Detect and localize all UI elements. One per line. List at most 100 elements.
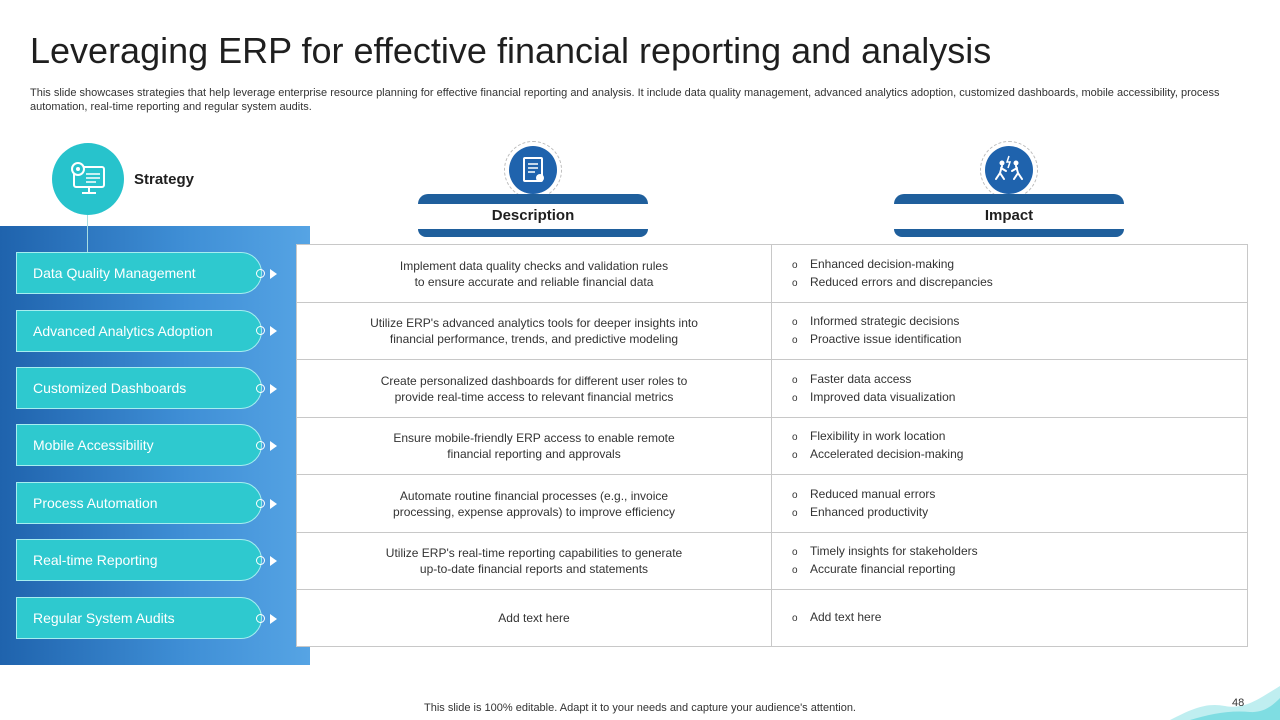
connector-dot	[256, 384, 265, 393]
bullet: o	[792, 450, 798, 461]
description-cell: Automate routine financial processes (e.…	[297, 475, 772, 532]
impact-item: o Improved data visualization	[792, 389, 1247, 407]
strategy-pill: Real-time Reporting	[16, 539, 262, 581]
arrow-right-icon	[270, 326, 277, 336]
strategy-label: Regular System Audits	[33, 610, 175, 626]
impact-cell: o Timely insights for stakeholders o Accur…	[772, 533, 1247, 589]
strategy-pill: Process Automation	[16, 482, 262, 524]
strategy-label: Data Quality Management	[33, 265, 196, 281]
bullet: o	[792, 335, 798, 346]
description-line: Ensure mobile-friendly ERP access to ena…	[393, 431, 675, 445]
connector-dot	[256, 269, 265, 278]
impact-item: o Proactive issue identification	[792, 331, 1247, 349]
impact-item: o Add text here	[792, 609, 1247, 627]
impact-item: o Accurate financial reporting	[792, 561, 1247, 579]
bullet: o	[792, 613, 798, 624]
description-cell: Implement data quality checks and valida…	[297, 245, 772, 302]
arrow-right-icon	[270, 384, 277, 394]
impact-cell: o Flexibility in work location o Accelerat…	[772, 418, 1247, 474]
arrow-right-icon	[270, 499, 277, 509]
connector-dot	[256, 441, 265, 450]
description-cell: Ensure mobile-friendly ERP access to ena…	[297, 418, 772, 474]
strategy-pill: Data Quality Management	[16, 252, 262, 294]
impact-item: o Informed strategic decisions	[792, 313, 1247, 331]
description-cell: Utilize ERP's real-time reporting capabi…	[297, 533, 772, 589]
bullet: o	[792, 392, 798, 404]
impact-header-label: Impact	[984, 207, 1034, 224]
impact-item: o Timely insights for stakeholders	[792, 543, 1247, 561]
description-icon-badge	[504, 141, 562, 199]
impact-cell: o Informed strategic decisions o Proactive…	[772, 303, 1247, 359]
strategy-label: Mobile Accessibility	[33, 437, 154, 453]
strategy-label: Customized Dashboards	[33, 380, 187, 396]
decorative-wave	[1170, 686, 1280, 720]
people-walking-icon	[985, 146, 1033, 194]
arrow-right-icon	[270, 614, 277, 624]
bullet: o	[792, 547, 798, 558]
arrow-right-icon	[270, 269, 277, 279]
impact-item: o Faster data access	[792, 371, 1247, 389]
connector-dot	[256, 499, 265, 508]
strategy-pill: Regular System Audits	[16, 597, 262, 639]
description-line: provide real-time access to relevant fin…	[394, 389, 674, 404]
table-row: Automate routine financial processes (e.…	[297, 475, 1247, 533]
impact-item: o Accelerated decision-making	[792, 446, 1247, 464]
impact-item: o Flexibility in work location	[792, 428, 1247, 446]
description-cell: Create personalized dashboards for diffe…	[297, 360, 772, 417]
table-row: Implement data quality checks and valida…	[297, 245, 1247, 303]
table-row: Add text here o Add text here	[297, 590, 1247, 646]
impact-cell: o Faster data access o Improved data visua…	[772, 360, 1247, 417]
arrow-right-icon	[270, 441, 277, 451]
impact-item: o Reduced errors and discrepancies	[792, 274, 1247, 292]
description-line: Utilize ERP's real-time reporting capabi…	[385, 546, 683, 560]
connector-dot	[256, 614, 265, 623]
description-cell: Utilize ERP's advanced analytics tools f…	[297, 303, 772, 359]
monitor-gear-icon	[52, 143, 124, 215]
strategy-heading: Strategy	[134, 171, 195, 188]
table-row: Utilize ERP's real-time reporting capabi…	[297, 533, 1247, 590]
description-line: Create personalized dashboards for diffe…	[380, 373, 688, 388]
bullet: o	[792, 507, 798, 519]
page-subtitle: This slide showcases strategies that hel…	[30, 87, 1220, 113]
impact-item: o Enhanced productivity	[792, 504, 1247, 522]
connector-dot	[256, 556, 265, 565]
impact-header: Impact	[894, 194, 1124, 237]
connector-line	[87, 215, 88, 263]
strategy-label: Real-time Reporting	[33, 552, 158, 568]
description-line: Add text here	[498, 611, 570, 625]
description-line: to ensure accurate and reliable financia…	[414, 274, 654, 289]
bullet: o	[792, 259, 798, 271]
strategy-label: Process Automation	[33, 495, 158, 511]
strategy-table: Implement data quality checks and valida…	[296, 244, 1248, 647]
impact-cell: o Enhanced decision-making o Reduced error…	[772, 245, 1247, 302]
description-line: processing, expense approvals) to improv…	[393, 504, 675, 519]
table-row: Create personalized dashboards for diffe…	[297, 360, 1247, 418]
page-title: Leveraging ERP for effective financial r…	[30, 30, 992, 71]
table-row: Utilize ERP's advanced analytics tools f…	[297, 303, 1247, 360]
document-icon	[509, 146, 557, 194]
description-cell: Add text here	[297, 590, 772, 646]
description-line: financial performance, trends, and predi…	[389, 332, 679, 346]
bullet: o	[792, 489, 798, 501]
impact-cell: o Reduced manual errors o Enhanced product…	[772, 475, 1247, 532]
description-line: financial reporting and approvals	[447, 447, 621, 461]
strategy-pill: Advanced Analytics Adoption	[16, 310, 262, 352]
footer-note: This slide is 100% editable. Adapt it to…	[424, 702, 856, 714]
bullet: o	[792, 432, 798, 443]
impact-icon-badge	[980, 141, 1038, 199]
connector-dot	[256, 326, 265, 335]
bullet: o	[792, 277, 798, 289]
description-line: Automate routine financial processes (e.…	[399, 488, 669, 503]
bullet: o	[792, 374, 798, 386]
page-number: 48	[1232, 697, 1245, 709]
description-header: Description	[418, 194, 648, 237]
description-line: up-to-date financial reports and stateme…	[419, 562, 649, 576]
impact-cell: o Add text here	[772, 590, 1247, 646]
strategy-label: Advanced Analytics Adoption	[33, 323, 213, 339]
arrow-right-icon	[270, 556, 277, 566]
strategy-pill: Customized Dashboards	[16, 367, 262, 409]
description-line: Implement data quality checks and valida…	[399, 258, 669, 273]
bullet: o	[792, 317, 798, 328]
impact-item: o Reduced manual errors	[792, 486, 1247, 504]
bullet: o	[792, 565, 798, 576]
